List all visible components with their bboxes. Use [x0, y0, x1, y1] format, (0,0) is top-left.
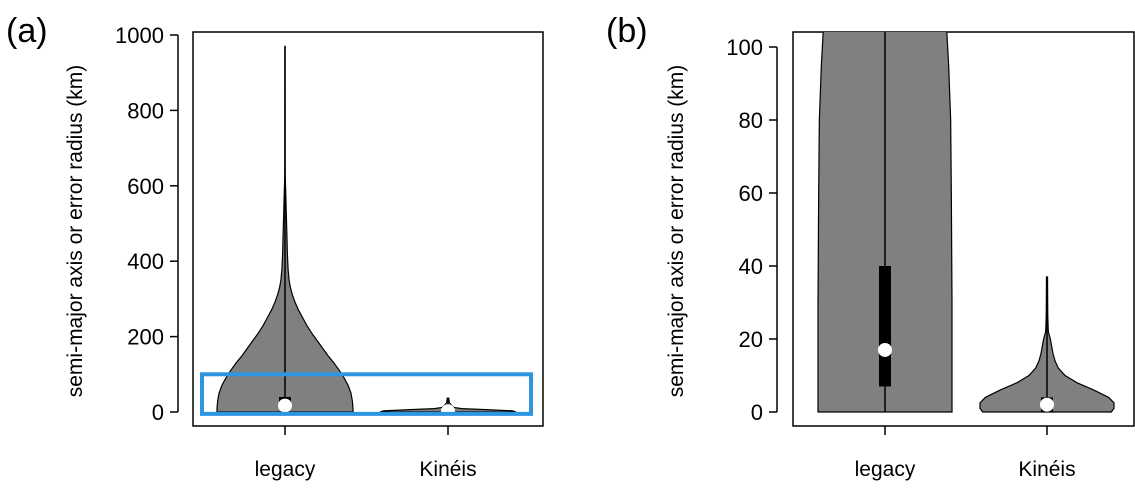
y-tick-label: 0 [152, 400, 164, 425]
y-tick-label: 1000 [115, 23, 164, 48]
panel-b-label: (b) [606, 12, 648, 50]
y-tick-label: 600 [127, 174, 164, 199]
x-tick-label-kineis: Kinéis [419, 458, 476, 481]
median-point [1040, 397, 1054, 412]
x-tick-label-legacy: legacy [855, 458, 916, 481]
violin-group-kineis [979, 276, 1115, 413]
median-point [441, 404, 455, 419]
panel-a-y-axis-label: semi-major axis or error radius (km) [64, 65, 87, 398]
violin-group-legacy [216, 45, 354, 413]
y-tick-label: 400 [127, 249, 164, 274]
violin-group-legacy [817, 32, 953, 413]
x-tick-label-legacy: legacy [255, 458, 316, 481]
iqr-box [879, 266, 891, 387]
median-point [278, 398, 292, 413]
x-tick-label-kineis: Kinéis [1018, 458, 1075, 481]
y-tick-label: 20 [739, 327, 763, 352]
panel-b: (b) semi-major axis or error radius (km)… [606, 12, 1135, 481]
panel-b-plot-frame [792, 31, 1135, 427]
y-tick-label: 800 [127, 98, 164, 123]
panel-a-highlight-box [200, 372, 533, 416]
panel-a-label: (a) [6, 12, 48, 50]
y-tick-label: 200 [127, 325, 164, 350]
panel-b-y-axis-label: semi-major axis or error radius (km) [665, 65, 688, 398]
y-tick-label: 80 [739, 108, 763, 133]
panel-a-plot-frame [192, 31, 544, 427]
y-tick-label: 60 [739, 181, 763, 206]
y-tick-label: 40 [739, 254, 763, 279]
median-point [878, 342, 892, 357]
panel-a: (a) semi-major axis or error radius (km)… [6, 12, 544, 481]
y-tick-label: 0 [751, 400, 763, 425]
y-tick-label: 100 [726, 35, 763, 60]
